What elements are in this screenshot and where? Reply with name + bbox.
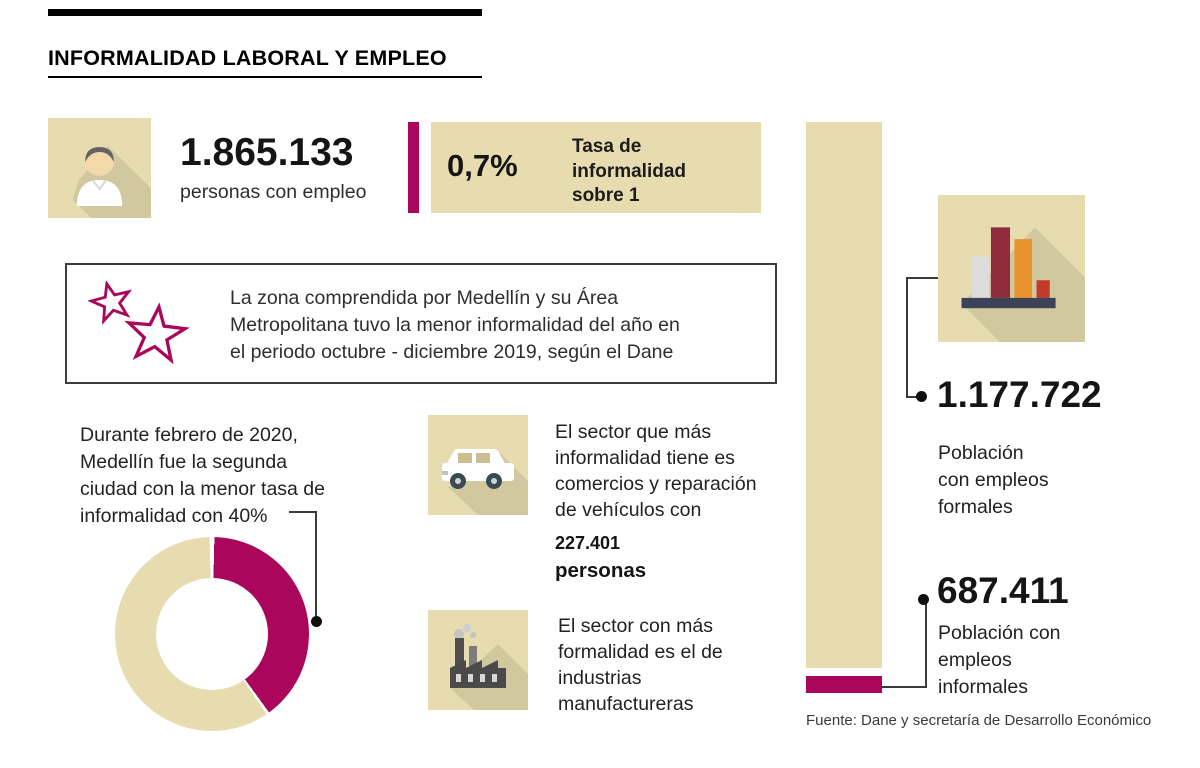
car-icon <box>428 415 528 515</box>
bar-chart-icon <box>938 195 1085 342</box>
sector-informal-value: 227.401 <box>555 533 621 553</box>
title-underline <box>48 76 482 78</box>
connector-line <box>906 396 919 398</box>
employed-label: personas con empleo <box>180 181 367 203</box>
connector-line <box>315 511 317 619</box>
donut-chart <box>115 537 309 731</box>
page-title: INFORMALIDAD LABORAL Y EMPLEO <box>48 46 447 70</box>
formal-population-bar <box>806 122 882 668</box>
sector-informal-text: El sector que más informalidad tiene es … <box>555 421 757 521</box>
connector-line <box>906 277 908 398</box>
source-text: Fuente: Dane y secretaría de Desarrollo … <box>806 712 1152 729</box>
connector-line <box>906 277 938 279</box>
connector-line <box>289 511 317 513</box>
connector-dot <box>918 594 929 605</box>
highlight-text: La zona comprendida por Medellín y su Ár… <box>230 287 680 363</box>
sector-informal-value-label: personas <box>555 559 647 582</box>
february-note: Durante febrero de 2020, Medellín fue la… <box>80 424 325 527</box>
donut-hole <box>156 578 268 690</box>
connector-line <box>925 603 927 688</box>
sector-formal-text: El sector con más formalidad es el de in… <box>558 615 723 715</box>
connector-dot <box>916 391 927 402</box>
highlight-card: La zona comprendida por Medellín y su Ár… <box>65 263 777 384</box>
informal-population-bar <box>806 676 882 693</box>
informality-rate-value: 0,7% <box>447 148 518 183</box>
connector-line <box>882 686 927 688</box>
star-icon <box>87 279 133 325</box>
informality-rate-card: 0,7% Tasa de informalidad sobre 1 <box>431 122 761 213</box>
employed-count: 1.865.133 <box>180 131 354 174</box>
informality-rate-label: Tasa de informalidad sobre 1 <box>572 136 687 207</box>
person-icon <box>48 118 151 218</box>
factory-icon <box>428 610 528 710</box>
top-accent-bar <box>48 9 482 16</box>
informal-population-label: Población con empleos informales <box>938 622 1061 698</box>
formal-population-count: 1.177.722 <box>937 374 1102 415</box>
informal-population-count: 687.411 <box>937 570 1069 611</box>
connector-dot <box>311 616 322 627</box>
star-icon <box>124 302 190 365</box>
rate-accent-bar <box>408 122 419 213</box>
sector-informal-block: El sector que más informalidad tiene es … <box>555 419 757 584</box>
formal-population-label: Población con empleos formales <box>938 442 1049 518</box>
